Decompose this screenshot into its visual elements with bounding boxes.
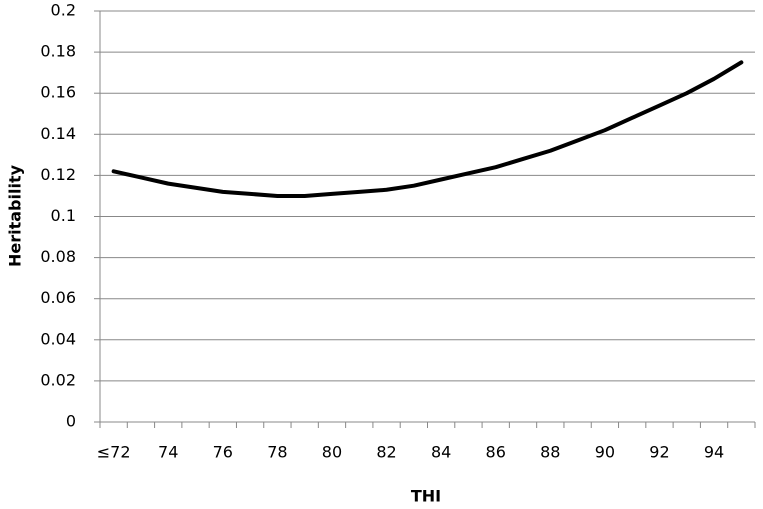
x-tick-label: 74 [158, 443, 178, 462]
y-tick-label: 0.14 [40, 124, 76, 143]
y-tick-label: 0.06 [40, 288, 76, 307]
x-tick-label: 76 [213, 443, 233, 462]
x-tick-label: ≤72 [97, 443, 131, 462]
y-axis-label: Heritability [6, 164, 25, 267]
x-tick-label: 90 [595, 443, 615, 462]
x-tick-label: 92 [649, 443, 669, 462]
x-tick-label: 78 [267, 443, 287, 462]
x-axis-label: THI [411, 487, 441, 506]
y-tick-label: 0.02 [40, 370, 76, 389]
x-tick-label: 80 [322, 443, 342, 462]
y-tick-label: 0.18 [40, 42, 76, 61]
y-tick-label: 0.16 [40, 83, 76, 102]
y-tick-label: 0 [66, 412, 76, 431]
y-tick-label: 0.1 [51, 206, 76, 225]
data-line [111, 60, 744, 198]
y-tick-label: 0.2 [51, 1, 76, 20]
x-tick-label: 88 [540, 443, 560, 462]
x-tick-label: 86 [486, 443, 506, 462]
y-tick-label: 0.08 [40, 247, 76, 266]
y-tick-label: 0.04 [40, 329, 76, 348]
x-tick-label: 94 [704, 443, 724, 462]
x-tick-label: 82 [376, 443, 396, 462]
x-tick-label: 84 [431, 443, 451, 462]
y-tick-label: 0.12 [40, 165, 76, 184]
